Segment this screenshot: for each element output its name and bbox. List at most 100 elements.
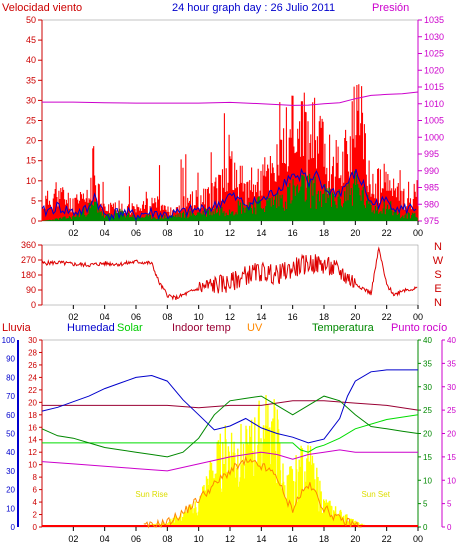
compass-label: N: [434, 241, 442, 253]
wind-speed-line: [41, 167, 417, 222]
compass-label: S: [434, 269, 441, 281]
x-tick-label: 22: [382, 534, 392, 544]
x-tick-label: 14: [256, 312, 266, 322]
temperature-tick-label: 30: [423, 383, 432, 392]
y2-tick-label: 975: [424, 216, 439, 226]
uv-label: UV: [247, 322, 263, 334]
solar-line: [42, 414, 419, 453]
x-tick-label: 16: [288, 312, 298, 322]
rain-tick-label: 8: [33, 473, 38, 482]
x-tick-label: 06: [131, 228, 141, 238]
y-tick-label: 45: [26, 35, 36, 45]
x-tick-label: 04: [100, 534, 110, 544]
x-tick-label: 02: [68, 312, 78, 322]
chart-headers: Velocidad viento 24 hour graph day : 26 …: [2, 2, 447, 334]
humidity-tick-label: 20: [6, 486, 15, 495]
y2-tick-label: 1025: [424, 49, 444, 59]
plot-frame: [41, 244, 419, 306]
rain-tick-label: 20: [28, 398, 37, 407]
x-tick-label: 10: [194, 228, 204, 238]
y-tick-label: 15: [26, 156, 36, 166]
temperature-tick-label: 25: [423, 406, 432, 415]
y-tick-label: 25: [26, 116, 36, 126]
solar-label: Solar: [117, 322, 143, 334]
x-tick-label: 14: [256, 534, 266, 544]
rain-tick-label: 26: [28, 361, 37, 370]
y-tick-label: 40: [26, 55, 36, 65]
temperature-tick-label: 0: [423, 523, 428, 532]
temperature-tick-label: 35: [423, 359, 432, 368]
pressure-label: Presión: [372, 2, 409, 14]
temperature-tick-label: 15: [423, 453, 432, 462]
sun-annotation: Sun Set: [361, 490, 390, 499]
wind-pressure-chart: 0510152025303540455097598098599099510001…: [26, 15, 444, 238]
rain-tick-label: 22: [28, 386, 37, 395]
dewpoint-tick-label: 35: [447, 359, 456, 368]
rain-label: Lluvia: [2, 322, 32, 334]
rain-tick-label: 30: [28, 336, 37, 345]
rain-tick-label: 0: [33, 523, 38, 532]
humidity-tick-label: 70: [6, 392, 15, 401]
x-tick-label: 20: [350, 228, 360, 238]
x-tick-label: 14: [256, 228, 266, 238]
y-tick-label: 5: [31, 196, 36, 206]
temperature-label: Temperatura: [312, 322, 375, 334]
rain-tick-label: 2: [33, 511, 38, 520]
x-tick-label: 08: [162, 312, 172, 322]
y2-tick-label: 1020: [424, 65, 444, 75]
x-tick-label: 18: [319, 228, 329, 238]
x-tick-label: 18: [319, 534, 329, 544]
x-tick-label: 00: [413, 228, 423, 238]
dewpoint-tick-label: 20: [447, 430, 456, 439]
humidity-label: Humedad: [67, 322, 115, 334]
y2-tick-label: 1035: [424, 15, 444, 25]
dewpoint-tick-label: 5: [447, 500, 452, 509]
y2-tick-label: 1030: [424, 32, 444, 42]
y2-tick-label: 995: [424, 149, 439, 159]
y-tick-label: 90: [26, 285, 36, 295]
x-tick-label: 22: [382, 312, 392, 322]
rain-tick-label: 12: [28, 448, 37, 457]
dewpoint-label: Punto rocío: [391, 322, 447, 334]
rain-tick-label: 28: [28, 348, 37, 357]
humidity-tick-label: 100: [2, 336, 16, 345]
wind-speed-label: Velocidad viento: [2, 2, 82, 14]
x-tick-label: 06: [131, 534, 141, 544]
humidity-tick-label: 50: [6, 430, 15, 439]
humidity-line: [41, 369, 418, 444]
uv-line: [143, 455, 362, 529]
temperature-tick-label: 10: [423, 476, 432, 485]
rain-tick-label: 4: [33, 498, 38, 507]
compass-label: N: [434, 297, 442, 309]
dewpoint-tick-label: 25: [447, 406, 456, 415]
x-tick-label: 20: [350, 312, 360, 322]
y2-tick-label: 1010: [424, 99, 444, 109]
humidity-tick-label: 30: [6, 467, 15, 476]
dewpoint-tick-label: 15: [447, 453, 456, 462]
x-tick-label: 00: [413, 312, 423, 322]
y2-tick-label: 1005: [424, 116, 444, 126]
y2-tick-label: 1000: [424, 132, 444, 142]
indoor-temp-line: [42, 400, 419, 411]
x-tick-label: 08: [162, 534, 172, 544]
y-tick-label: 0: [31, 300, 36, 310]
y2-tick-label: 1015: [424, 82, 444, 92]
rain-tick-label: 24: [28, 373, 37, 382]
y-tick-label: 270: [21, 255, 36, 265]
temperature-tick-label: 20: [423, 430, 432, 439]
sun-annotation: Sun Rise: [135, 490, 168, 499]
rain-tick-label: 16: [28, 423, 37, 432]
humidity-tick-label: 80: [6, 373, 15, 382]
temperature-tick-label: 5: [423, 500, 428, 509]
humidity-tick-label: 60: [6, 411, 15, 420]
pressure-line: [42, 91, 419, 106]
wind-direction-line: [41, 246, 418, 301]
humidity-tick-label: 40: [6, 448, 15, 457]
y-tick-label: 0: [31, 216, 36, 226]
x-tick-label: 06: [131, 312, 141, 322]
x-tick-label: 00: [413, 534, 423, 544]
x-tick-label: 02: [68, 228, 78, 238]
rain-tick-label: 14: [28, 436, 37, 445]
